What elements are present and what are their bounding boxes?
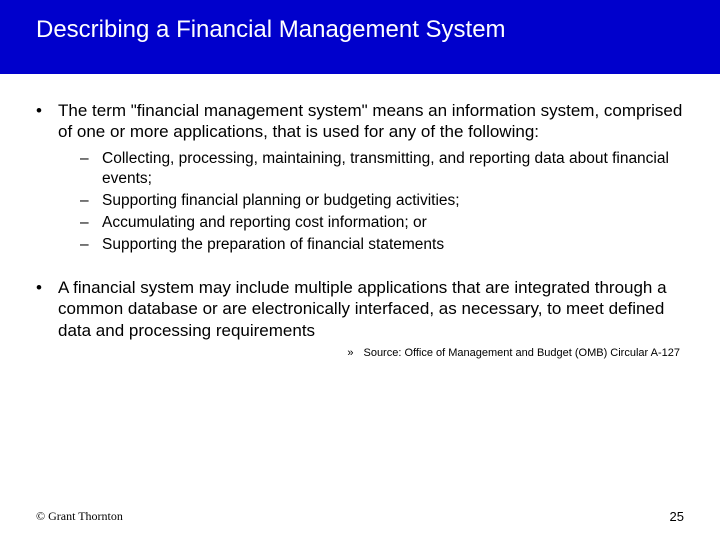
sub-bullet-text: Supporting financial planning or budgeti… [102,191,460,211]
bullet-text: A financial system may include multiple … [58,277,684,341]
bullet-marker: • [36,277,58,341]
bullet-item: • A financial system may include multipl… [36,277,684,341]
source-marker: » [347,347,353,359]
source-citation: » Source: Office of Management and Budge… [36,347,684,359]
sub-bullet-item: – Supporting financial planning or budge… [80,191,684,211]
title-band: Describing a Financial Management System [0,0,720,74]
sub-bullet-text: Collecting, processing, maintaining, tra… [102,149,684,189]
sub-bullet-text: Supporting the preparation of financial … [102,235,444,255]
sub-bullet-marker: – [80,235,102,255]
bullet-marker: • [36,100,58,143]
sub-bullet-text: Accumulating and reporting cost informat… [102,213,427,233]
footer: © Grant Thornton 25 [0,509,720,524]
content-area: • The term "financial management system"… [0,74,720,359]
sub-list: – Collecting, processing, maintaining, t… [80,149,684,256]
sub-bullet-item: – Supporting the preparation of financia… [80,235,684,255]
copyright: © Grant Thornton [36,509,123,524]
source-text: Source: Office of Management and Budget … [363,347,680,359]
sub-bullet-item: – Collecting, processing, maintaining, t… [80,149,684,189]
bullet-text: The term "financial management system" m… [58,100,684,143]
sub-bullet-item: – Accumulating and reporting cost inform… [80,213,684,233]
slide-title: Describing a Financial Management System [36,16,720,44]
bullet-item: • The term "financial management system"… [36,100,684,143]
sub-bullet-marker: – [80,213,102,233]
sub-bullet-marker: – [80,191,102,211]
sub-bullet-marker: – [80,149,102,189]
page-number: 25 [670,509,684,524]
